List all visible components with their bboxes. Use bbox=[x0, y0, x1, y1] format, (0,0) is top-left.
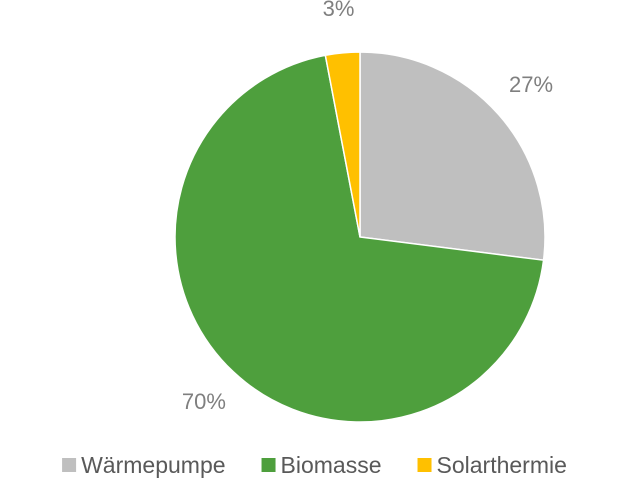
legend-label: Wärmepumpe bbox=[81, 452, 225, 478]
data-label: 3% bbox=[323, 0, 355, 21]
legend-label: Biomasse bbox=[281, 452, 382, 478]
legend-swatch bbox=[261, 458, 276, 472]
pie-slice bbox=[324, 51, 361, 238]
legend-swatch bbox=[417, 458, 432, 472]
data-label: 27% bbox=[509, 72, 553, 97]
pie-slice bbox=[174, 54, 545, 423]
data-label: 70% bbox=[182, 389, 226, 414]
pie-slice bbox=[359, 51, 546, 262]
legend-swatch bbox=[62, 458, 77, 472]
legend-label: Solarthermie bbox=[437, 452, 567, 478]
